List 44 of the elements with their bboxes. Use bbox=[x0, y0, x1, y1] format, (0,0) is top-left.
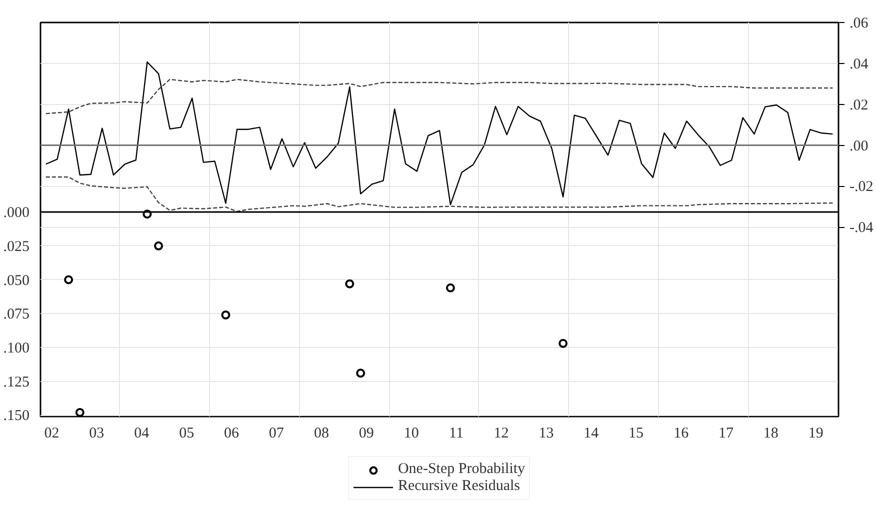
x-tick-label: 17 bbox=[718, 426, 734, 442]
x-tick-label: 15 bbox=[628, 426, 644, 442]
point bbox=[446, 283, 455, 292]
y-tick-label: .075 bbox=[3, 306, 30, 323]
y2-tick-label: .00 bbox=[850, 138, 868, 154]
line-series bbox=[45, 78, 834, 114]
point bbox=[356, 368, 366, 378]
x-tick-label: 03 bbox=[89, 426, 104, 442]
point bbox=[558, 338, 568, 348]
y2-tick-label: .02 bbox=[850, 97, 868, 114]
y-tick-label: .025 bbox=[3, 238, 30, 255]
x-tick-label: 09 bbox=[358, 426, 374, 442]
y2-tick-label: .04 bbox=[850, 56, 869, 72]
x-tick-label: 11 bbox=[449, 426, 464, 442]
legend-label: One-Step Probability bbox=[398, 461, 526, 478]
y-tick-label: .150 bbox=[3, 408, 30, 424]
y2-tick-label: .06 bbox=[850, 16, 869, 32]
x-tick-label: 18 bbox=[763, 426, 778, 442]
x-tick-label: 19 bbox=[808, 426, 824, 442]
point bbox=[154, 241, 164, 250]
x-tick-label: 02 bbox=[44, 426, 60, 442]
x-tick-label: 14 bbox=[584, 426, 600, 442]
line-series bbox=[45, 61, 834, 206]
y-tick-label: .100 bbox=[3, 340, 30, 356]
point bbox=[75, 408, 84, 416]
line-series bbox=[45, 176, 834, 212]
y2-tick-label: -.02 bbox=[850, 179, 874, 196]
x-tick-label: 13 bbox=[538, 426, 554, 442]
y-tick-label: .000 bbox=[3, 205, 30, 222]
y-tick-label: .050 bbox=[3, 272, 30, 289]
x-tick-label: 07 bbox=[268, 426, 284, 442]
legend-label: Recursive Residuals bbox=[398, 478, 520, 495]
x-tick-label: 16 bbox=[674, 426, 690, 442]
point bbox=[64, 275, 74, 284]
x-tick-label: 08 bbox=[314, 426, 329, 442]
point bbox=[221, 310, 230, 320]
x-tick-label: 04 bbox=[134, 426, 150, 442]
x-tick-label: 05 bbox=[179, 426, 194, 442]
y2-tick-label: -.04 bbox=[850, 220, 874, 236]
point bbox=[345, 279, 354, 288]
x-tick-label: 06 bbox=[224, 426, 240, 442]
x-tick-label: 12 bbox=[494, 426, 509, 442]
y-tick-label: .125 bbox=[3, 374, 30, 390]
x-tick-label: 10 bbox=[404, 426, 419, 442]
